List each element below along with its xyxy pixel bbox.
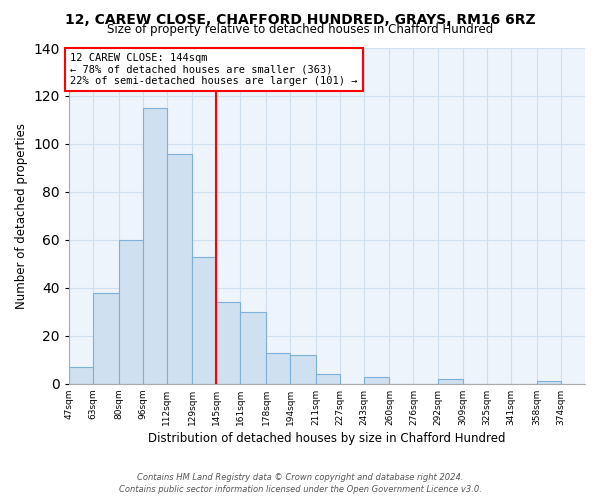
- Text: Size of property relative to detached houses in Chafford Hundred: Size of property relative to detached ho…: [107, 22, 493, 36]
- Y-axis label: Number of detached properties: Number of detached properties: [15, 123, 28, 309]
- Bar: [316, 374, 340, 384]
- Bar: [217, 302, 241, 384]
- Bar: [69, 367, 93, 384]
- X-axis label: Distribution of detached houses by size in Chafford Hundred: Distribution of detached houses by size …: [148, 432, 506, 445]
- Bar: [364, 376, 389, 384]
- Bar: [537, 382, 561, 384]
- Text: Contains HM Land Registry data © Crown copyright and database right 2024.
Contai: Contains HM Land Registry data © Crown c…: [119, 472, 481, 494]
- Bar: [290, 355, 316, 384]
- Bar: [167, 154, 193, 384]
- Bar: [437, 379, 463, 384]
- Bar: [193, 256, 217, 384]
- Bar: [241, 312, 266, 384]
- Bar: [143, 108, 167, 384]
- Bar: [93, 292, 119, 384]
- Text: 12 CAREW CLOSE: 144sqm
← 78% of detached houses are smaller (363)
22% of semi-de: 12 CAREW CLOSE: 144sqm ← 78% of detached…: [70, 53, 358, 86]
- Bar: [119, 240, 143, 384]
- Bar: [266, 352, 290, 384]
- Text: 12, CAREW CLOSE, CHAFFORD HUNDRED, GRAYS, RM16 6RZ: 12, CAREW CLOSE, CHAFFORD HUNDRED, GRAYS…: [65, 12, 535, 26]
